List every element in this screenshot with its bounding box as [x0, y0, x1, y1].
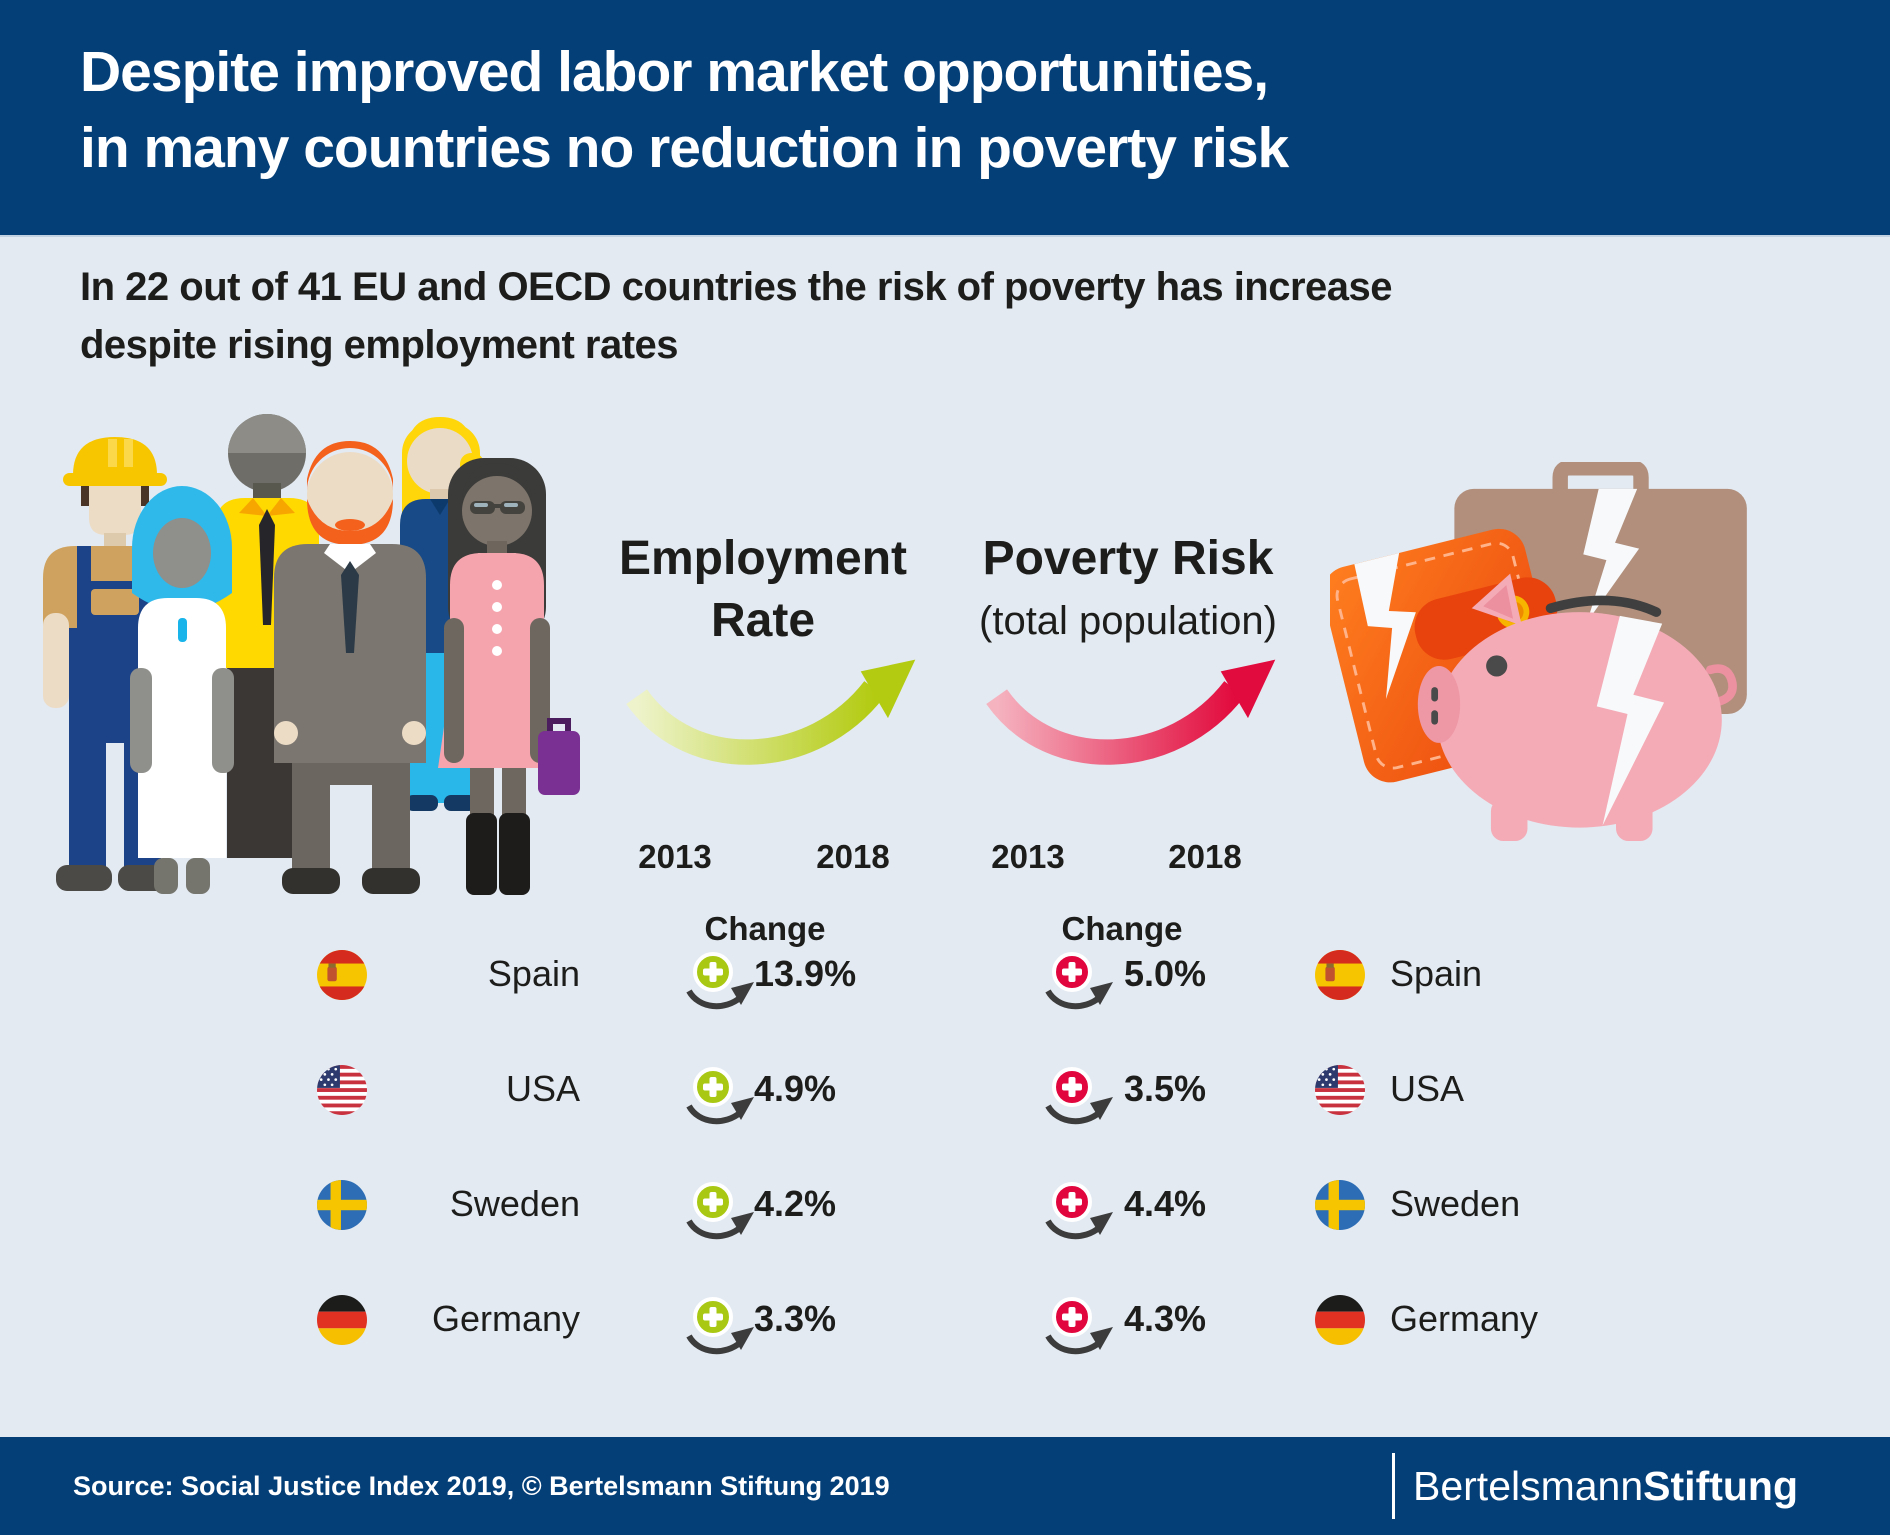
page-title-line2: in many countries no reduction in povert…: [80, 116, 1289, 180]
country-label-right: Germany: [1390, 1298, 1539, 1339]
employment-change-value: 13.9%: [754, 953, 857, 994]
employment-increase-icon: [681, 1181, 757, 1245]
worker-suit-man: [274, 441, 426, 894]
worker-hijab-woman: [130, 486, 234, 894]
workers-illustration: [20, 413, 590, 905]
broken-wallet-briefcase-piggy-icon: [1330, 462, 1747, 842]
employment-change-value: 3.3%: [754, 1298, 837, 1339]
country-label-left: Spain: [487, 953, 580, 994]
poverty-change-value: 4.4%: [1124, 1183, 1207, 1224]
employment-change-value: 4.2%: [754, 1183, 837, 1224]
employment-change-value: 4.9%: [754, 1068, 837, 1109]
poverty-increase-icon: [1040, 1066, 1116, 1130]
country-label-right: Spain: [1390, 953, 1483, 994]
poverty-up-arrow-icon: [983, 648, 1285, 798]
employment-year-start-label: 2013: [638, 838, 712, 875]
usa-flag-icon: [1315, 1065, 1365, 1115]
table-row-germany: Germany 3.3% 4.3% Germany: [0, 1291, 1890, 1355]
brand-logo: BertelsmannStiftung: [1413, 1437, 1798, 1535]
brand-divider: [1392, 1453, 1395, 1519]
poverty-change-label: Change: [1061, 910, 1183, 947]
table-row-spain: Spain 13.9% 5.0% Spain: [0, 946, 1890, 1010]
employment-increase-icon: [681, 1066, 757, 1130]
header-bar: Despite improved labor market opportunit…: [0, 0, 1890, 237]
brand-name-bold: Stiftung: [1643, 1463, 1799, 1509]
country-label-left: USA: [505, 1068, 580, 1109]
source-note: Source: Social Justice Index 2019, © Ber…: [73, 1471, 890, 1501]
employment-heading-line1: Employment: [618, 532, 908, 585]
employment-change-label: Change: [704, 910, 826, 947]
table-row-usa: USA 4.9% 3.5% USA: [0, 1061, 1890, 1125]
intro-text: In 22 out of 41 EU and OECD countries th…: [80, 258, 1780, 374]
intro-line1: In 22 out of 41 EU and OECD countries th…: [80, 265, 1393, 309]
poverty-heading-line2: (total population): [979, 599, 1277, 643]
spain-flag-icon: [317, 950, 367, 1000]
poverty-year-end-label: 2018: [1168, 838, 1242, 875]
poverty-increase-icon: [1040, 951, 1116, 1015]
spain-flag-icon: [1315, 950, 1365, 1000]
sweden-flag-icon: [1315, 1180, 1365, 1230]
worker-pink-dress-woman: [438, 458, 580, 895]
table-row-sweden: Sweden 4.2% 4.4% Sweden: [0, 1176, 1890, 1240]
employment-increase-icon: [681, 1296, 757, 1360]
country-label-left: Germany: [431, 1298, 580, 1339]
employment-rate-heading: Employment Rate: [563, 528, 963, 652]
poverty-increase-icon: [1040, 1181, 1116, 1245]
poverty-change-value: 3.5%: [1124, 1068, 1207, 1109]
poverty-year-start-label: 2013: [991, 838, 1065, 875]
page-title-line1: Despite improved labor market opportunit…: [80, 40, 1269, 104]
diverse-workers-icon: [43, 414, 580, 895]
usa-flag-icon: [317, 1065, 367, 1115]
poverty-change-value: 5.0%: [1124, 953, 1207, 994]
brand-name-regular: Bertelsmann: [1413, 1463, 1644, 1509]
footer-bar: Source: Social Justice Index 2019, © Ber…: [0, 1437, 1890, 1535]
employment-heading-line2: Rate: [710, 594, 816, 647]
employment-up-arrow-icon: [623, 648, 925, 798]
employment-increase-icon: [681, 951, 757, 1015]
page-title: Despite improved labor market opportunit…: [80, 34, 1840, 186]
poverty-risk-heading: Poverty Risk (total population): [928, 528, 1328, 652]
sweden-flag-icon: [317, 1180, 367, 1230]
intro-line2: despite rising employment rates: [80, 323, 679, 367]
country-label-right: Sweden: [1390, 1183, 1521, 1224]
country-label-left: Sweden: [449, 1183, 580, 1224]
germany-flag-icon: [1315, 1295, 1365, 1345]
poverty-heading-line1: Poverty Risk: [982, 532, 1274, 585]
broken-piggy-bank-icon: [1417, 573, 1737, 842]
broken-savings-illustration: [1330, 462, 1775, 842]
employment-year-end-label: 2018: [816, 838, 890, 875]
germany-flag-icon: [317, 1295, 367, 1345]
country-label-right: USA: [1390, 1068, 1465, 1109]
poverty-increase-icon: [1040, 1296, 1116, 1360]
poverty-change-value: 4.3%: [1124, 1298, 1207, 1339]
